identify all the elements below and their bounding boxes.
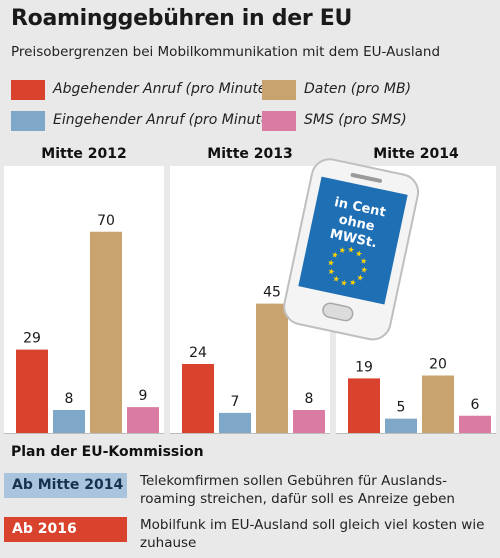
bar-data	[256, 303, 288, 433]
phone-home-button	[322, 302, 354, 322]
bar-incoming-call	[219, 412, 251, 433]
value-labels: 29 8 70 9 24 7 45 8 19 5 20 6	[23, 213, 479, 416]
legend-swatch	[11, 80, 45, 100]
bar-outgoing-call	[348, 378, 380, 433]
eu-star: ★	[340, 278, 349, 288]
value-label: 5	[397, 400, 406, 416]
value-label: 7	[231, 394, 240, 410]
eu-star: ★	[327, 267, 336, 277]
chart-subtitle: Preisobergrenzen bei Mobilkommunikation …	[11, 44, 441, 60]
bar-sms	[293, 410, 325, 433]
plan-badge-2014: Ab Mitte 2014	[4, 473, 127, 498]
bar-outgoing-call	[16, 349, 48, 433]
eu-star: ★	[360, 265, 369, 275]
panel-title-2013: Mitte 2013	[207, 146, 293, 162]
chart-title: Roaminggebühren in der EU	[11, 6, 353, 31]
eu-star: ★	[332, 274, 341, 284]
eu-star: ★	[348, 277, 357, 287]
eu-star: ★	[330, 250, 339, 260]
legend-label: Abgehender Anruf (pro Minute)	[53, 81, 272, 97]
eu-star: ★	[326, 258, 335, 268]
phone-text-line2: ohne	[337, 212, 376, 234]
bar-chart: 29 8 70 9 24 7 45 8 19 5 20 6 in Cent ohne MWSt. ★★…	[4, 158, 496, 434]
eu-star: ★	[359, 256, 368, 266]
value-label: 45	[263, 285, 281, 301]
eu-star: ★	[356, 273, 365, 283]
value-label: 8	[65, 391, 74, 407]
phone-screen	[298, 176, 408, 305]
plan-title: Plan der EU-Kommission	[11, 444, 204, 460]
bar-sms	[127, 407, 159, 433]
panel-title-2012: Mitte 2012	[41, 146, 127, 162]
legend-swatch	[262, 80, 296, 100]
value-label: 6	[471, 397, 480, 413]
value-label: 20	[429, 357, 447, 373]
value-label: 9	[139, 388, 148, 404]
eu-star: ★	[347, 245, 356, 255]
bar-outgoing-call	[182, 364, 214, 433]
value-label: 8	[305, 391, 314, 407]
value-label: 24	[189, 345, 207, 361]
panel-title-2014: Mitte 2014	[373, 146, 459, 162]
eu-stars-icon: ★★★★★★★★★★★★	[326, 245, 369, 289]
plan-text-2014: Telekomfirmen sollen Gebühren für Auslan…	[140, 473, 455, 507]
phone-earpiece	[350, 173, 382, 183]
legend-label: Daten (pro MB)	[304, 81, 412, 97]
legend-label: Eingehender Anruf (pro Minute)	[53, 112, 276, 128]
eu-star: ★	[354, 249, 363, 259]
plan-badge-2016: Ab 2016	[4, 517, 127, 542]
bar-data	[90, 231, 122, 433]
value-label: 70	[97, 213, 115, 229]
bar-data	[422, 375, 454, 433]
value-label: 19	[355, 359, 373, 375]
legend-label: SMS (pro SMS)	[304, 112, 407, 128]
legend-swatch	[262, 111, 296, 131]
bar-incoming-call	[53, 410, 85, 433]
value-label: 29	[23, 331, 41, 347]
bars	[16, 231, 491, 433]
plan-text-2016: Mobilfunk im EU-Ausland soll gleich viel…	[140, 517, 485, 551]
bar-incoming-call	[385, 418, 417, 433]
bar-sms	[459, 415, 491, 433]
legend-swatch	[11, 111, 45, 131]
phone-illustration: in Cent ohne MWSt. ★★★★★★★★★★★★	[283, 158, 420, 341]
eu-star: ★	[338, 245, 347, 255]
